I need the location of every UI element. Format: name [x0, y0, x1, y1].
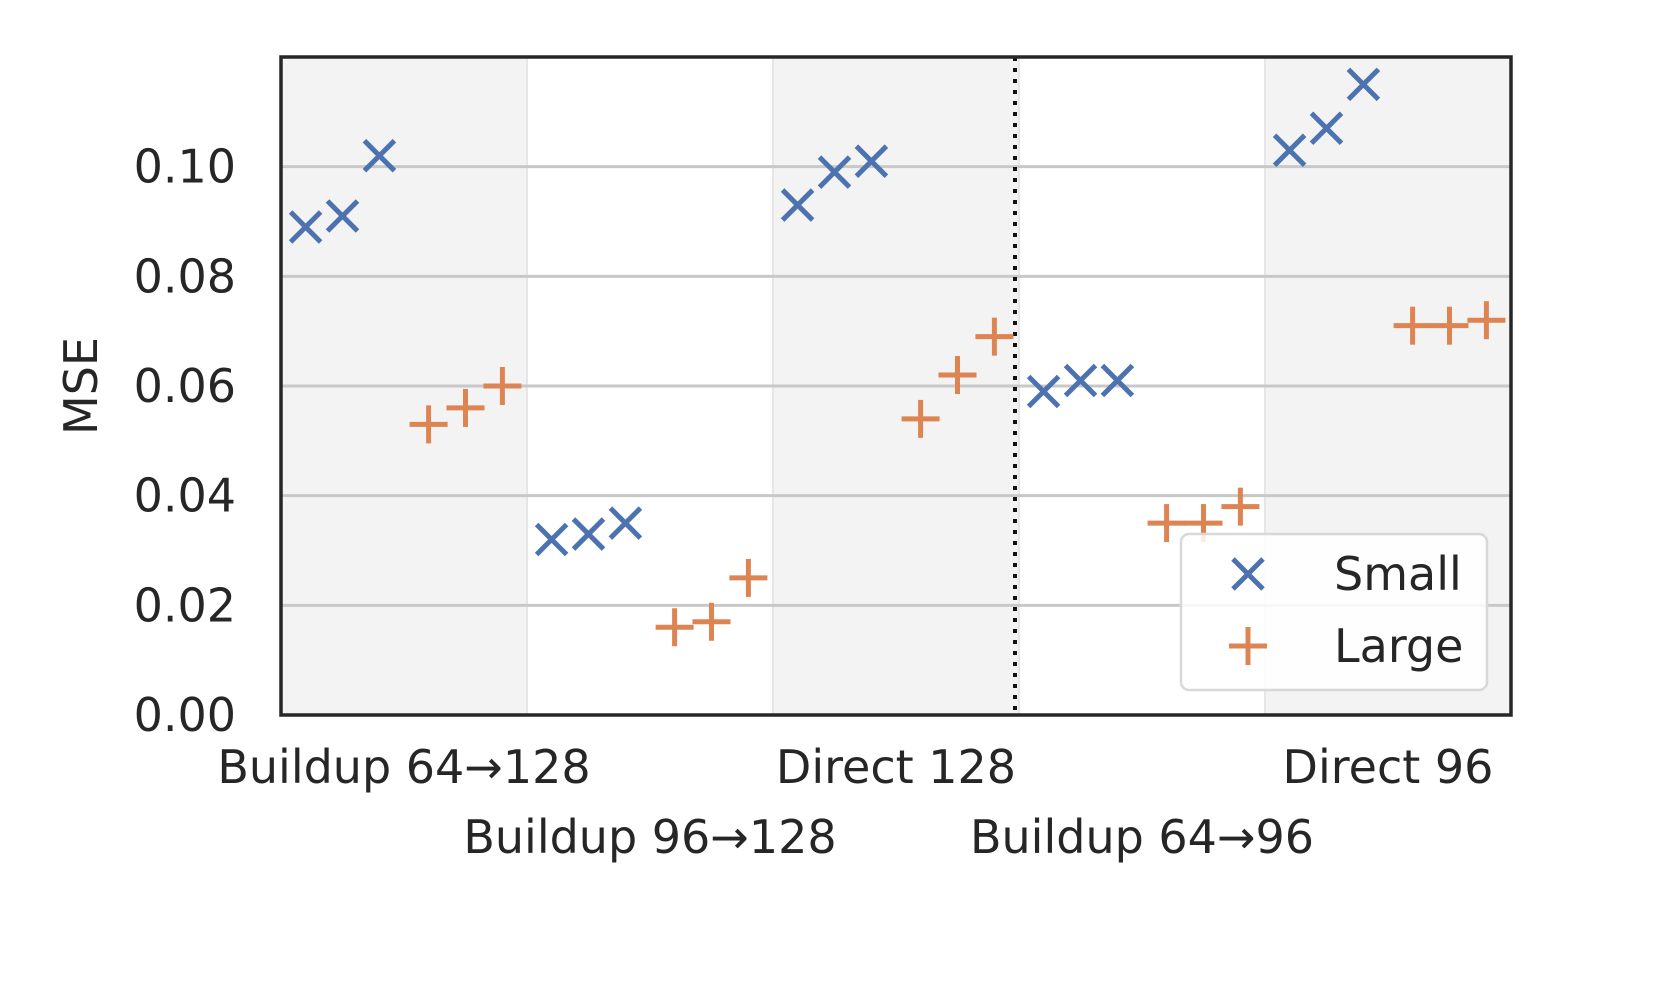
point-large-g5-2 — [1430, 306, 1469, 345]
x-group-label-1: Buildup 64→128 — [217, 740, 590, 794]
point-large-g4-1 — [1147, 504, 1186, 543]
point-large-g2-1 — [655, 608, 694, 647]
legend: Small Large — [1179, 532, 1489, 692]
point-large-g5-1 — [1393, 306, 1432, 345]
point-large-g1-3 — [483, 367, 522, 405]
point-small-g5-3 — [1346, 67, 1381, 102]
x-group-label-5: Direct 96 — [1283, 740, 1494, 794]
legend-marker-large — [1229, 627, 1267, 665]
point-small-g1-2 — [325, 199, 360, 233]
legend-marker-small — [1231, 557, 1265, 591]
point-small-g4-3 — [1100, 363, 1135, 398]
x-group-labels: Buildup 64→128 Buildup 96→128 Direct 128 Bu… — [217, 740, 1493, 864]
point-small-g3-1 — [780, 188, 815, 222]
y-tick-label: 0.00 — [134, 688, 236, 742]
legend-box — [1179, 532, 1489, 692]
x-group-label-4: Buildup 64→96 — [970, 810, 1314, 864]
point-large-g3-2 — [938, 356, 977, 395]
point-small-g1-1 — [288, 210, 323, 244]
point-small-g2-2 — [571, 517, 606, 551]
y-tick-label: 0.10 — [134, 140, 236, 194]
x-group-label-2: Buildup 96→128 — [463, 810, 836, 864]
point-small-g1-3 — [362, 138, 397, 173]
point-small-g4-1 — [1026, 374, 1061, 409]
y-tick-label: 0.08 — [134, 249, 236, 303]
y-tick-label: 0.04 — [134, 469, 236, 523]
data-points — [288, 67, 1506, 647]
point-small-g3-3 — [854, 144, 889, 178]
point-small-g4-2 — [1063, 363, 1098, 398]
y-axis-label: MSE — [54, 337, 108, 435]
point-large-g2-2 — [692, 602, 731, 641]
point-large-g3-1 — [901, 399, 940, 438]
legend-label-small: Small — [1334, 547, 1462, 601]
y-tick-label: 0.06 — [134, 359, 236, 413]
point-small-g2-1 — [534, 522, 569, 557]
legend-label-large: Large — [1334, 619, 1463, 673]
point-small-g5-1 — [1272, 133, 1307, 167]
point-large-g3-3 — [975, 317, 1014, 356]
point-large-g4-3 — [1221, 487, 1260, 526]
point-large-g5-3 — [1467, 301, 1506, 340]
y-tick-label: 0.02 — [134, 578, 236, 632]
point-large-g2-3 — [729, 558, 768, 597]
point-large-g1-2 — [446, 388, 485, 427]
point-small-g3-2 — [817, 155, 852, 189]
point-small-g2-3 — [608, 506, 643, 540]
x-group-label-3: Direct 128 — [776, 740, 1016, 794]
point-large-g1-1 — [409, 405, 448, 444]
plot-frame — [279, 55, 1513, 717]
y-tick-labels: 0.00 0.02 0.04 0.06 0.08 0.10 — [134, 140, 236, 742]
point-small-g5-2 — [1309, 111, 1344, 146]
